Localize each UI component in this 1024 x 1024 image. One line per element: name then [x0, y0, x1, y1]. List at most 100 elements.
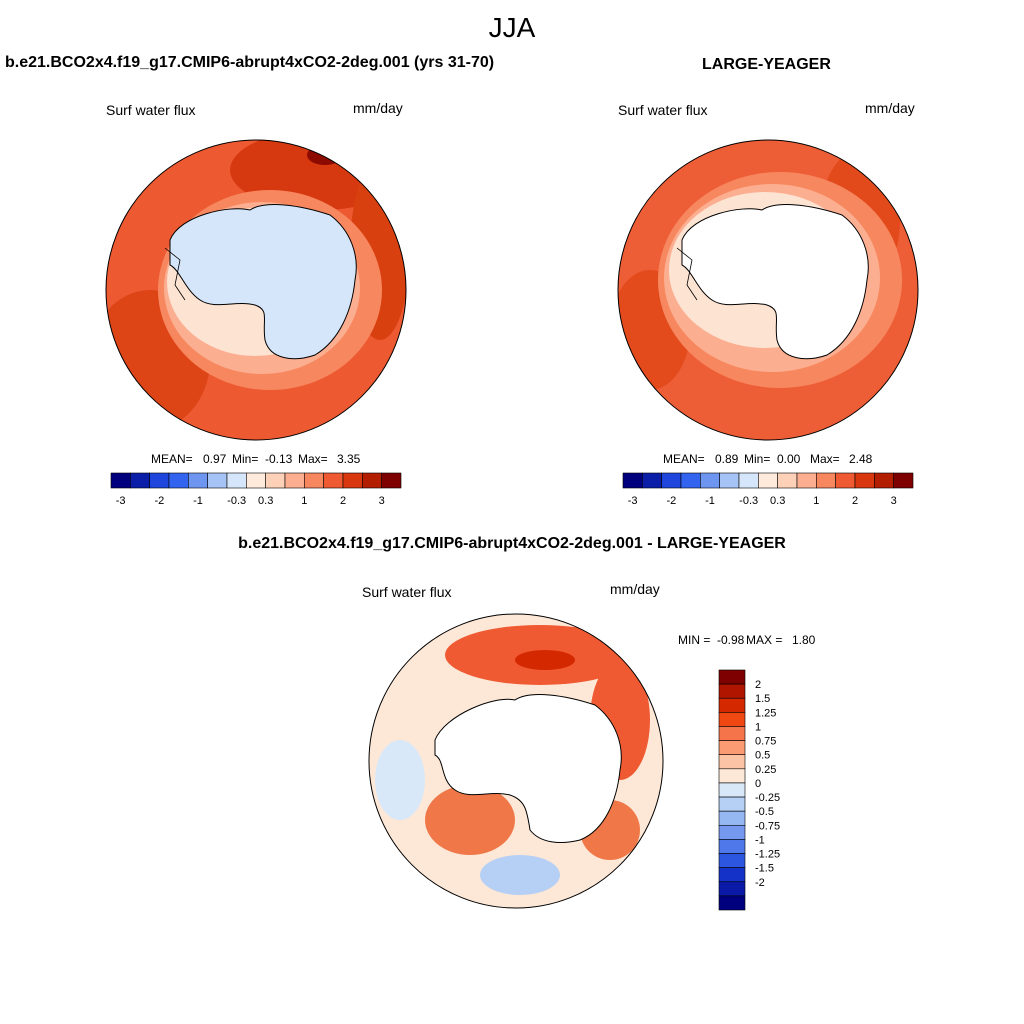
panel3-max: 1.80 [792, 633, 816, 647]
colorbar-model-swatch [304, 472, 324, 489]
colorbar-obs-swatch [874, 472, 894, 489]
panel2-variable: Surf water flux [618, 102, 708, 118]
colorbar-diff-swatch [718, 867, 746, 883]
panel2-mean: 0.89 [715, 452, 739, 466]
colorbar-diff-tick-label: 0.75 [755, 736, 776, 748]
colorbar-diff: 2 1.5 1.25 1 0.75 0.5 0.25 0 -0.25 -0.5 -0.75 -1 -1.… [718, 669, 780, 911]
colorbar-obs-swatch [680, 472, 701, 489]
panel2-title: LARGE-YEAGER [702, 56, 831, 73]
colorbar-diff-swatch [718, 853, 746, 868]
colorbar-diff-swatch [718, 881, 746, 897]
colorbar-model-tick-label: -0.3 [227, 495, 246, 507]
colorbar-model-tick-label: 2 [340, 495, 346, 507]
colorbar-model-swatch [149, 472, 170, 489]
colorbar-diff-swatch [718, 895, 746, 911]
colorbar-diff-tick-label: -0.25 [755, 792, 780, 804]
colorbar-obs-swatch [816, 472, 836, 489]
colorbar-model-swatch [284, 472, 305, 489]
colorbar-model-swatch [265, 472, 286, 489]
colorbar-model-tick-label: 0.3 [258, 495, 273, 507]
colorbar-diff-tick-label: -0.75 [755, 820, 780, 832]
colorbar-diff-tick-label: -1.25 [755, 849, 780, 861]
colorbar-diff-swatch [718, 712, 746, 727]
colorbar-obs-swatch [719, 472, 740, 489]
colorbar-obs-swatch [738, 472, 759, 489]
colorbar-diff-tick-label: 0.25 [755, 764, 776, 776]
panel2-max-label: Max= [810, 452, 840, 466]
colorbar-diff-swatch [718, 697, 746, 713]
colorbar-model-swatch [168, 472, 189, 489]
panel1-title: b.e21.BCO2x4.f19_g17.CMIP6-abrupt4xCO2-2… [5, 54, 495, 71]
colorbar-model: -3 -2 -1 -0.3 0.3 1 2 3 [110, 472, 402, 507]
colorbar-model-swatch [246, 472, 266, 489]
panel3-min-label: MIN = [678, 633, 711, 647]
colorbar-model-tick-label: 3 [379, 495, 385, 507]
colorbar-model-swatch [342, 472, 363, 489]
colorbar-obs-swatch [777, 472, 798, 489]
panel1-max-label: Max= [298, 452, 328, 466]
colorbar-diff-tick-label: 2 [755, 679, 761, 691]
colorbar-obs-swatch [622, 472, 643, 489]
colorbar-obs-tick-label: -1 [705, 495, 715, 507]
colorbar-model-swatch [226, 472, 247, 489]
panel3-min: -0.98 [717, 633, 745, 647]
colorbar-diff-swatch [718, 726, 746, 741]
colorbar-obs-swatch [893, 472, 914, 489]
colorbar-model-tick-label: -3 [116, 495, 126, 507]
colorbar-model-swatch [362, 472, 382, 489]
colorbar-diff-tick-label: -1 [755, 834, 765, 846]
colorbar-model-tick-label: 1 [301, 495, 307, 507]
colorbar-obs-swatch [642, 472, 662, 489]
colorbar-diff-tick-label: -2 [755, 877, 765, 889]
colorbar-obs-swatch [796, 472, 817, 489]
colorbar-diff-tick-label: 0.5 [755, 750, 770, 762]
colorbar-diff-swatch [718, 740, 746, 756]
colorbar-obs-swatch [700, 472, 720, 489]
panel1-mean-label: MEAN= [151, 452, 193, 466]
colorbar-diff-swatch [718, 683, 746, 699]
colorbar-obs-swatch [835, 472, 856, 489]
map-obs [618, 140, 918, 440]
colorbar-diff-swatch [718, 669, 746, 685]
colorbar-obs-tick-label: -0.3 [739, 495, 758, 507]
panel1-mean: 0.97 [203, 452, 227, 466]
colorbar-diff-swatch [718, 754, 746, 770]
colorbar-obs-tick-label: 2 [852, 495, 858, 507]
colorbar-model-swatch [323, 472, 344, 489]
colorbar-obs-tick-label: 0.3 [770, 495, 785, 507]
colorbar-obs-tick-label: -2 [666, 495, 676, 507]
panel2-mean-label: MEAN= [663, 452, 705, 466]
colorbar-obs-swatch [758, 472, 778, 489]
colorbar-diff-swatch [718, 824, 746, 840]
map-diff-border [368, 613, 664, 909]
colorbar-diff-tick-label: 1.25 [755, 707, 776, 719]
colorbar-diff-swatch [718, 810, 746, 826]
panel2-min: 0.00 [777, 452, 801, 466]
map-obs-border [617, 139, 919, 441]
panel3-max-label: MAX = [746, 633, 783, 647]
colorbar-obs-tick-label: 3 [891, 495, 897, 507]
colorbar-model-swatch [207, 472, 228, 489]
colorbar-obs-tick-label: -3 [628, 495, 638, 507]
map-diff [369, 614, 663, 908]
colorbar-diff-tick-label: -0.5 [755, 806, 774, 818]
colorbar-diff-swatch [718, 768, 746, 784]
colorbar-diff-swatch [718, 782, 746, 798]
colorbar-model-tick-label: -2 [154, 495, 164, 507]
colorbar-diff-swatch [718, 839, 746, 854]
colorbar-diff-swatch [718, 796, 746, 812]
colorbar-obs-swatch [854, 472, 875, 489]
colorbar-diff-tick-label: -1.5 [755, 863, 774, 875]
panel2-max: 2.48 [849, 452, 873, 466]
colorbar-model-swatch [110, 472, 131, 489]
season-title: JJA [488, 12, 536, 43]
map-model-border [105, 139, 407, 441]
panel1-units: mm/day [353, 100, 403, 116]
panel1-variable: Surf water flux [106, 102, 196, 118]
panel2-units: mm/day [865, 100, 915, 116]
panel3-units: mm/day [610, 581, 660, 597]
panel1-max: 3.35 [337, 452, 361, 466]
colorbar-obs-tick-label: 1 [813, 495, 819, 507]
panel1-min: -0.13 [265, 452, 293, 466]
